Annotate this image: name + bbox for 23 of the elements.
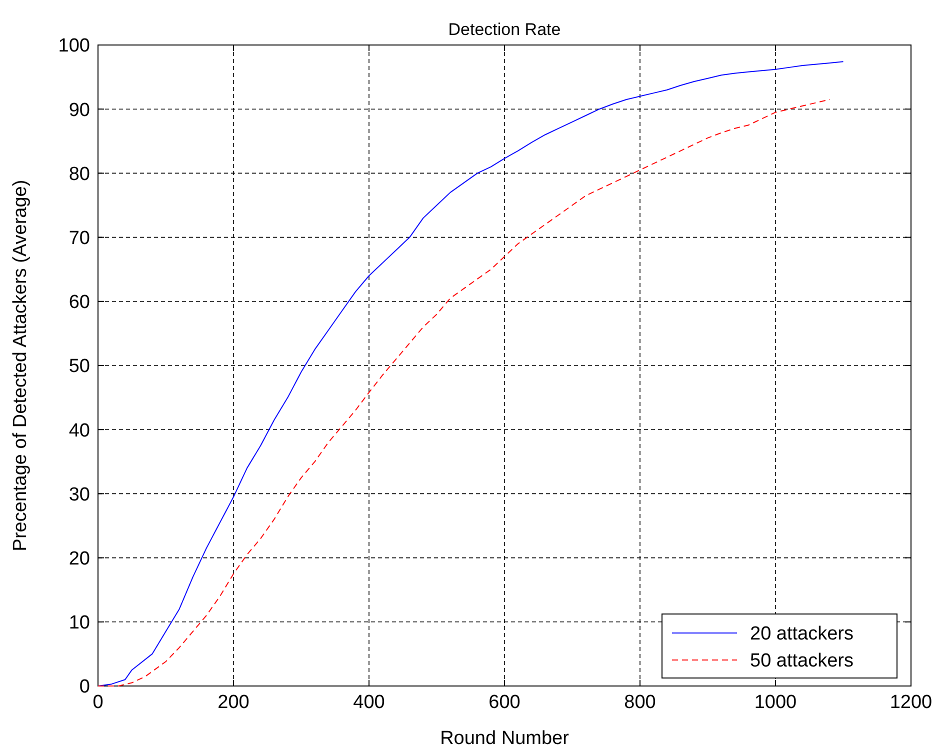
- y-tick-label: 20: [68, 548, 90, 570]
- x-tick-label: 600: [488, 692, 520, 713]
- x-tick-label: 400: [353, 692, 385, 713]
- y-tick-label: 10: [68, 612, 90, 634]
- chart-title: Detection Rate: [448, 20, 561, 39]
- y-tick-label: 100: [58, 36, 90, 57]
- y-tick-label: 90: [68, 100, 90, 121]
- x-tick-label: 1000: [754, 692, 797, 713]
- x-tick-label: 800: [624, 692, 656, 713]
- y-tick-label: 30: [68, 484, 90, 506]
- y-tick-label: 60: [68, 292, 90, 314]
- legend-label: 50 attackers: [750, 650, 854, 672]
- legend-label: 20 attackers: [750, 624, 854, 645]
- y-tick-label: 0: [79, 676, 90, 698]
- y-axis-title: Precentage of Detected Attackers (Average): [10, 180, 31, 552]
- x-axis-title: Round Number: [440, 728, 570, 749]
- y-tick-label: 80: [68, 164, 90, 185]
- y-tick-label: 50: [68, 356, 90, 378]
- x-tick-label: 0: [92, 692, 104, 713]
- y-tick-label: 40: [68, 420, 90, 442]
- x-tick-label: 1200: [890, 692, 932, 713]
- y-tick-label: 70: [68, 228, 90, 249]
- x-tick-label: 200: [218, 692, 250, 713]
